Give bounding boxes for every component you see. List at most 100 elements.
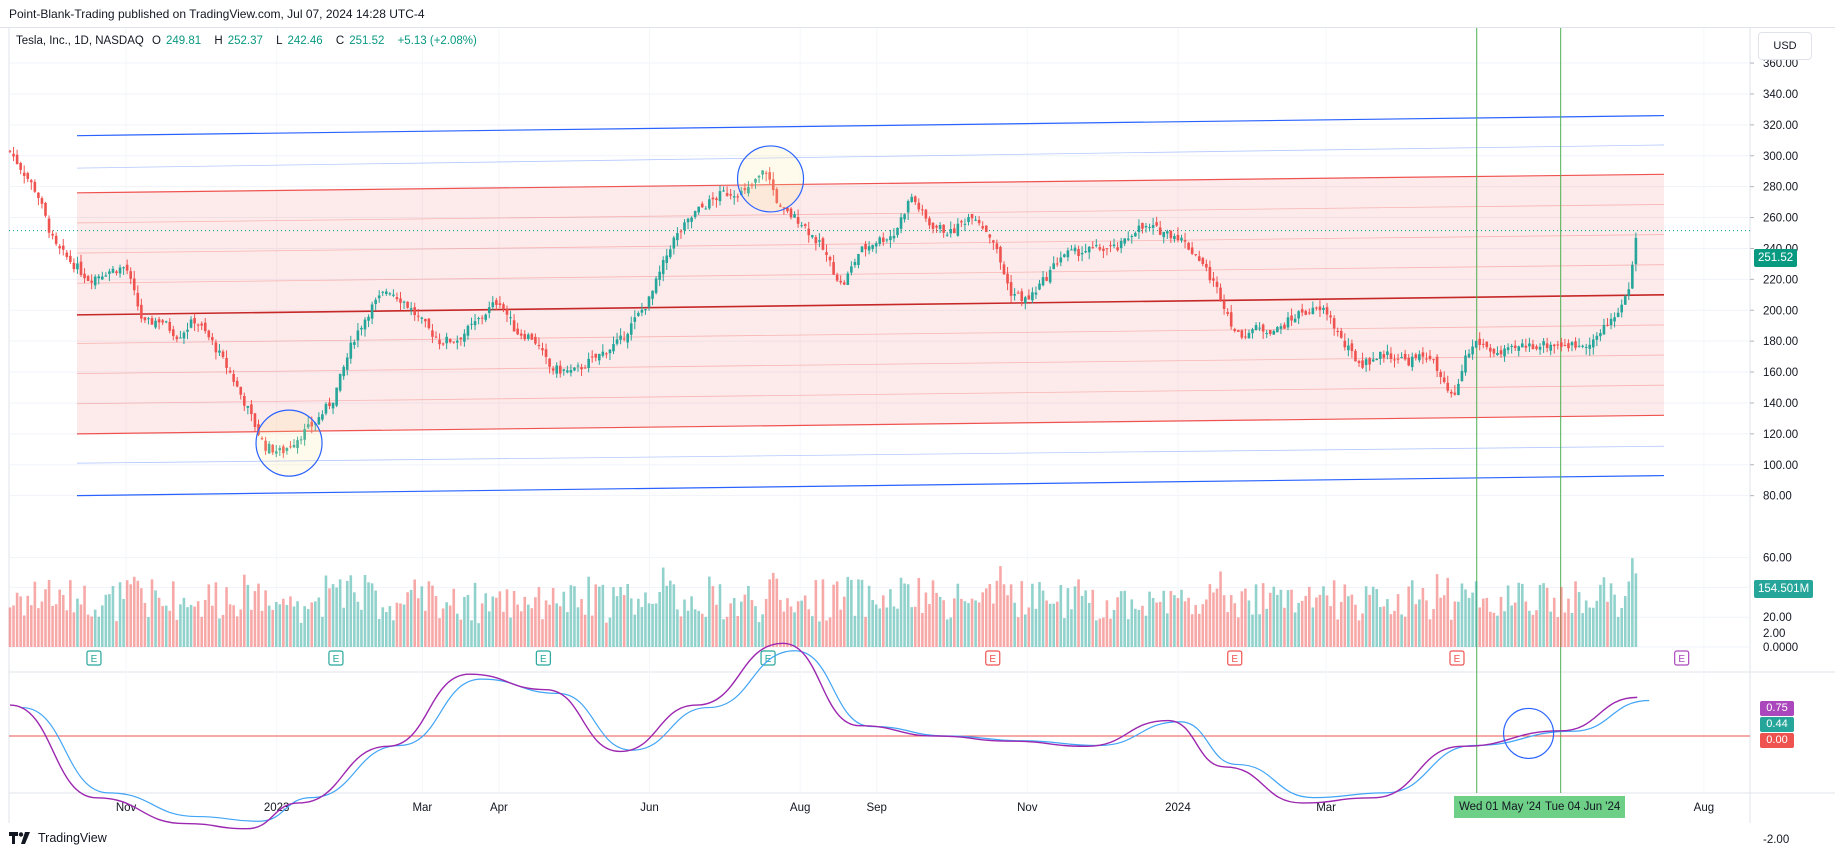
volume-bar	[303, 606, 306, 647]
candle-body	[363, 319, 367, 330]
candle-body	[1354, 350, 1357, 362]
volume-bar	[541, 619, 544, 647]
candle-body	[793, 214, 796, 218]
earnings-marker: E	[86, 650, 102, 666]
candle-body	[310, 421, 314, 427]
earnings-marker-box	[760, 650, 776, 666]
candle-body	[1549, 344, 1552, 351]
candle-body	[331, 402, 335, 409]
candle-body	[1513, 345, 1517, 348]
candle-body	[1027, 295, 1031, 300]
volume-bar	[1148, 591, 1151, 647]
volume-bar	[1425, 600, 1428, 647]
volume-bar	[633, 614, 637, 647]
volume-bar	[328, 588, 331, 647]
footer-brand[interactable]: TradingView	[9, 831, 107, 845]
volume-bar	[456, 613, 459, 647]
volume-bar	[1155, 602, 1158, 647]
candle-body	[1371, 359, 1375, 362]
price-axis-label: 260.00	[1763, 213, 1798, 225]
candle-body	[796, 217, 800, 224]
candle-body	[782, 207, 786, 209]
footer-brand-label: TradingView	[38, 831, 107, 845]
volume-bar	[58, 589, 61, 647]
candle-body	[168, 321, 172, 331]
volume-bar	[1577, 592, 1581, 647]
volume-bar	[1499, 596, 1503, 647]
candle-body	[640, 309, 644, 313]
volume-bar	[317, 597, 321, 647]
candle-body	[1339, 330, 1343, 338]
channel-outer-bottom	[76, 474, 1665, 497]
volume-bar	[235, 616, 239, 647]
volume-bar	[1158, 601, 1162, 647]
volume-bar	[484, 593, 487, 647]
candle-body	[867, 246, 871, 251]
volume-bar	[615, 596, 619, 647]
candle-body	[1364, 359, 1368, 366]
volume-bar	[885, 607, 889, 647]
candle-body	[1389, 353, 1393, 359]
volume-bar	[814, 580, 818, 647]
symbol-title[interactable]: Tesla, Inc., 1D, NASDAQ	[16, 35, 144, 47]
volume-bar	[267, 605, 271, 647]
volume-bar	[1105, 600, 1109, 647]
volume-bar	[1254, 584, 1258, 647]
candle-body	[12, 153, 15, 157]
volume-bar	[420, 586, 424, 647]
open-label: O	[152, 35, 161, 47]
candle-body	[1428, 355, 1432, 360]
candle-body	[1048, 269, 1052, 283]
volume-bar	[1545, 587, 1549, 647]
candle-body	[466, 325, 470, 336]
volume-bar	[793, 612, 796, 647]
volume-bar	[768, 579, 771, 647]
volume-bar	[1414, 604, 1418, 647]
volume-bar	[1297, 602, 1300, 647]
candle-body	[392, 294, 395, 296]
earnings-marker-box	[535, 650, 551, 666]
candle-body	[1229, 312, 1233, 327]
volume-bar	[1418, 599, 1421, 647]
open-value: 249.81	[165, 35, 202, 47]
candle-body	[1545, 343, 1549, 349]
candle-body	[1489, 347, 1492, 352]
volume-bar	[1361, 613, 1364, 647]
volume-bar	[573, 586, 576, 647]
candle-body	[1460, 370, 1464, 382]
candle-body	[495, 300, 498, 305]
volume-bar	[431, 585, 434, 647]
volume-bar	[243, 574, 246, 647]
candle-body	[434, 336, 438, 338]
candle-body	[977, 219, 981, 224]
volume-bar	[1251, 614, 1254, 647]
volume-bar	[715, 604, 718, 647]
candle-body	[1091, 247, 1095, 249]
volume-bar	[1265, 608, 1268, 647]
volume-bar	[19, 596, 22, 647]
candle-body	[459, 337, 463, 340]
volume-bar	[470, 620, 473, 647]
volume-axis-label: 20.00	[1763, 612, 1792, 624]
candle-body	[1577, 345, 1581, 347]
candle-body	[1552, 344, 1556, 347]
volume-bar	[40, 601, 44, 647]
candle-body	[306, 424, 310, 428]
volume-bar	[523, 596, 527, 647]
candle-body	[580, 367, 583, 370]
candle-body	[1361, 360, 1364, 368]
volume-bar	[306, 609, 310, 647]
candle-body	[473, 321, 477, 326]
candle-body	[1268, 330, 1272, 334]
candle-body	[995, 243, 999, 250]
candle-body	[179, 337, 182, 339]
candle-body	[1006, 273, 1009, 284]
currency-selector[interactable]: USD	[1758, 32, 1812, 60]
volume-bar	[1176, 598, 1180, 647]
candle-body	[885, 239, 889, 241]
candle-body	[271, 444, 274, 453]
volume-bar	[93, 609, 97, 647]
candle-body	[22, 172, 26, 176]
candle-body	[431, 330, 434, 337]
